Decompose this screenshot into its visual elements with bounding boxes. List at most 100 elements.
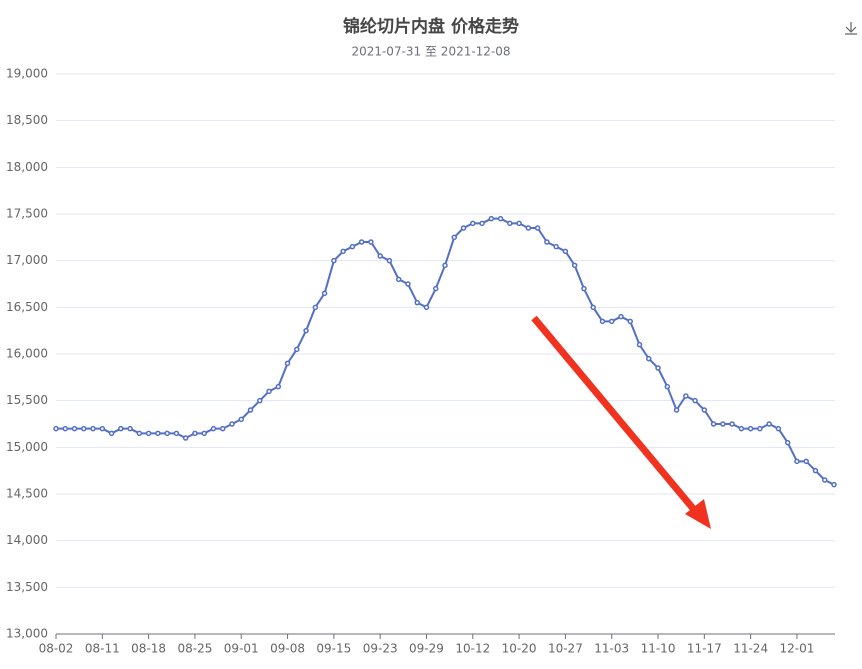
data-point: [266, 388, 272, 395]
x-tick-label: 08-25: [177, 642, 212, 656]
data-point: [257, 397, 263, 404]
x-tick-label: 11-17: [687, 642, 722, 656]
data-point: [395, 276, 402, 283]
data-point: [294, 346, 300, 353]
x-tick-label: 09-23: [363, 642, 398, 656]
data-point: [581, 285, 587, 292]
chart-title: 锦纶切片内盘 价格走势: [343, 16, 519, 37]
data-point: [81, 425, 87, 432]
data-point: [442, 262, 448, 269]
data-point: [803, 458, 809, 465]
data-point: [312, 304, 319, 311]
data-point: [673, 407, 680, 413]
download-icon[interactable]: [845, 22, 857, 35]
x-tick-label: 10-12: [455, 642, 490, 656]
data-point: [62, 425, 69, 432]
y-tick-label: 13,500: [6, 580, 48, 594]
data-point: [182, 435, 189, 441]
y-tick-label: 18,000: [6, 160, 48, 174]
y-tick-label: 14,500: [6, 487, 48, 501]
x-tick-label: 09-08: [270, 642, 305, 656]
y-tick-label: 18,500: [6, 113, 48, 127]
chart-subtitle: 2021-07-31 至 2021-12-08: [351, 45, 510, 59]
y-tick-label: 13,000: [6, 627, 48, 641]
data-point: [738, 425, 745, 432]
data-point: [683, 393, 689, 399]
data-point: [118, 425, 124, 432]
data-point: [821, 477, 828, 483]
data-point: [358, 239, 365, 245]
data-point: [562, 248, 569, 255]
y-tick-label: 14,000: [6, 533, 48, 547]
data-point: [534, 225, 541, 231]
plot: [53, 215, 837, 488]
data-point: [127, 425, 133, 432]
data-point: [488, 215, 495, 222]
data-point: [784, 439, 791, 446]
data-point: [229, 421, 235, 427]
data-point: [405, 281, 411, 287]
data-point: [507, 220, 513, 227]
data-point: [831, 481, 837, 488]
data-point: [571, 262, 578, 269]
data-point: [460, 225, 467, 231]
data-point: [516, 220, 522, 227]
data-point: [747, 425, 754, 432]
y-tick-label: 19,000: [6, 67, 48, 81]
download-glyph[interactable]: [845, 22, 857, 35]
data-point: [794, 458, 800, 465]
x-tick-label: 10-27: [548, 642, 583, 656]
data-point: [757, 425, 763, 432]
data-point: [303, 327, 309, 334]
data-point: [201, 430, 207, 437]
data-point: [321, 290, 328, 297]
data-point: [173, 430, 180, 437]
data-point: [219, 425, 226, 432]
x-tick-label: 09-29: [409, 642, 444, 656]
data-point: [275, 383, 282, 390]
data-point: [720, 421, 726, 427]
data-point: [368, 239, 374, 245]
data-point: [729, 421, 735, 427]
data-point: [618, 313, 624, 320]
x-tick-label: 12-01: [780, 642, 815, 656]
data-point: [544, 239, 550, 245]
x-tick-label: 09-01: [224, 642, 259, 656]
y-tick-label: 17,500: [6, 207, 48, 221]
arrow-head: [685, 499, 711, 529]
data-point: [238, 416, 244, 423]
data-point: [349, 243, 356, 250]
data-point: [340, 248, 346, 255]
data-point: [145, 430, 152, 437]
data-point: [331, 257, 337, 264]
data-point: [470, 220, 476, 227]
data-point: [710, 421, 717, 427]
arrow-shaft: [531, 315, 699, 515]
data-point: [53, 425, 59, 432]
trend-arrow: [531, 315, 711, 529]
data-point: [525, 225, 532, 231]
data-point: [192, 430, 198, 437]
x-tick-label: 10-20: [502, 642, 537, 656]
y-tick-label: 15,500: [6, 393, 48, 407]
x-tick-label: 09-15: [316, 642, 351, 656]
data-point: [164, 430, 170, 437]
data-point: [423, 304, 430, 311]
data-point: [247, 407, 254, 413]
price-line: [56, 217, 835, 486]
data-point: [108, 430, 115, 437]
y-tick-label: 17,000: [6, 253, 48, 267]
x-tick-label: 08-02: [39, 642, 74, 656]
data-point: [451, 234, 458, 241]
data-point: [553, 243, 559, 250]
data-point: [664, 383, 671, 390]
data-point: [655, 365, 661, 371]
data-point: [155, 430, 161, 437]
data-point: [646, 355, 652, 362]
data-point: [775, 425, 782, 432]
x-tick-label: 11-24: [733, 642, 768, 656]
y-tick-label: 16,000: [6, 347, 48, 361]
data-point: [284, 360, 291, 367]
data-point: [497, 215, 504, 222]
data-point: [701, 407, 708, 413]
